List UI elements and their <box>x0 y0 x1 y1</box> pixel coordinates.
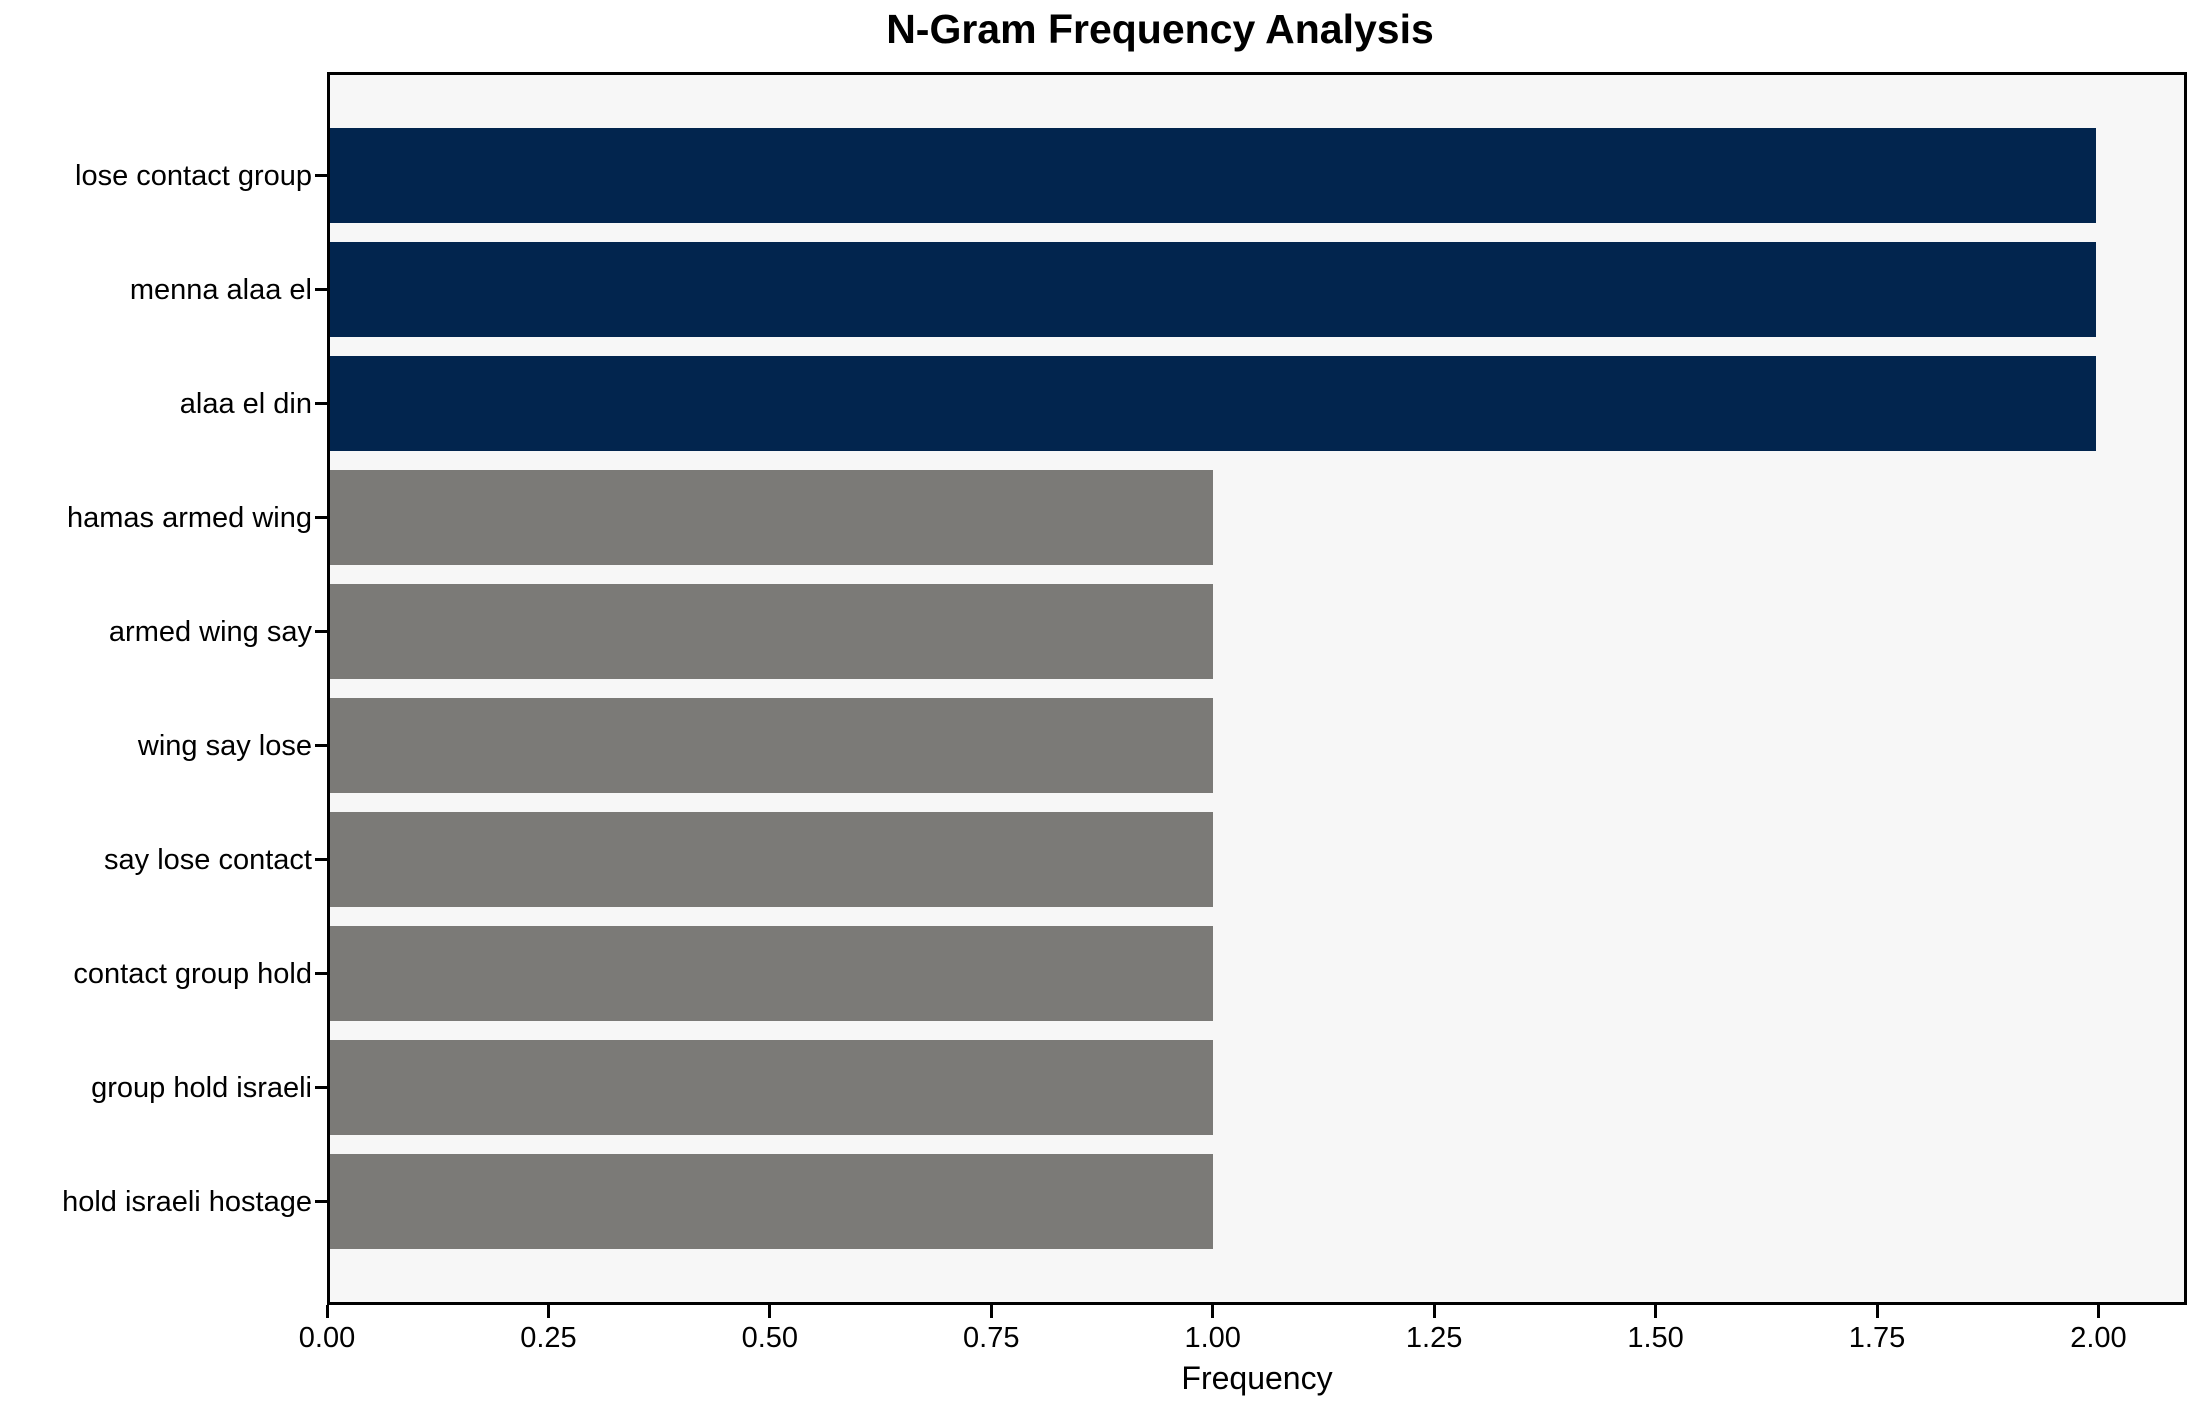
bar <box>330 812 1213 907</box>
y-tick-mark <box>315 1200 327 1203</box>
x-tick-mark <box>325 1305 329 1318</box>
y-tick-mark <box>315 630 327 633</box>
bar <box>330 356 2096 451</box>
y-tick-mark <box>315 174 327 177</box>
y-tick-label: group hold israeli <box>91 1071 312 1104</box>
y-tick-label: alaa el din <box>179 387 312 420</box>
bar <box>330 470 1213 565</box>
x-tick-label: 1.50 <box>1627 1322 1684 1354</box>
x-tick-label: 1.25 <box>1405 1322 1463 1354</box>
bar <box>330 128 2096 223</box>
y-tick-label: say lose contact <box>104 843 312 876</box>
x-tick-label: 2.00 <box>2070 1322 2127 1354</box>
y-tick-label: wing say lose <box>137 729 312 762</box>
x-tick-mark <box>546 1305 550 1318</box>
bar <box>330 1040 1213 1135</box>
y-tick-label: menna alaa el <box>129 273 312 306</box>
y-tick-label: hold israeli hostage <box>62 1185 312 1218</box>
x-tick-label: 1.00 <box>1184 1322 1241 1354</box>
x-tick-mark <box>989 1305 993 1318</box>
x-tick-mark <box>1875 1305 1879 1318</box>
x-tick-mark <box>1211 1305 1215 1318</box>
chart-title: N-Gram Frequency Analysis <box>886 6 1434 52</box>
y-tick-mark <box>315 402 327 405</box>
y-tick-mark <box>315 516 327 519</box>
y-tick-label: lose contact group <box>75 159 312 192</box>
y-tick-mark <box>315 744 327 747</box>
y-tick-label: armed wing say <box>108 615 312 648</box>
y-tick-mark <box>315 858 327 861</box>
bar <box>330 242 2096 337</box>
x-tick-label: 1.75 <box>1848 1322 1906 1354</box>
x-tick-label: 0.00 <box>298 1322 356 1354</box>
x-tick-mark <box>1654 1305 1658 1318</box>
plot-area <box>327 72 2187 1305</box>
x-tick-mark <box>768 1305 772 1318</box>
y-tick-mark <box>315 972 327 975</box>
y-tick-label: contact group hold <box>73 957 312 990</box>
y-tick-mark <box>315 288 327 291</box>
x-tick-label: 0.50 <box>741 1322 799 1354</box>
bar <box>330 584 1213 679</box>
x-tick-mark <box>1432 1305 1436 1318</box>
x-tick-label: 0.25 <box>520 1322 577 1354</box>
y-tick-mark <box>315 1086 327 1089</box>
x-tick-mark <box>2096 1305 2100 1318</box>
bar <box>330 1154 1213 1249</box>
y-tick-label: hamas armed wing <box>67 501 312 534</box>
bar <box>330 698 1213 793</box>
x-tick-label: 0.75 <box>963 1322 1020 1354</box>
x-axis-label: Frequency <box>1181 1360 1333 1396</box>
bar <box>330 926 1213 1021</box>
